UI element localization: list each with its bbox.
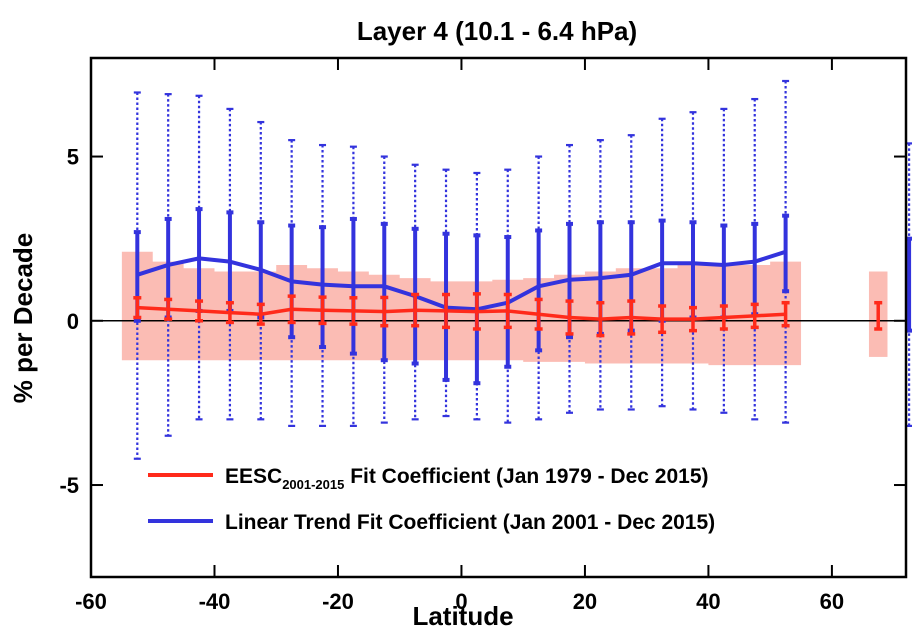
y-tick-label: 5: [67, 145, 79, 170]
confidence-bands: [121, 251, 888, 366]
x-tick-label: 60: [820, 589, 844, 614]
legend-label-subscript: 2001-2015: [282, 477, 344, 492]
y-tick-label: -5: [59, 473, 79, 498]
legend-label-suffix: Fit Coefficient (Jan 1979 - Dec 2015): [344, 465, 708, 488]
legend: EESC2001-2015 Fit Coefficient (Jan 1979 …: [148, 465, 715, 534]
legend-label-main: Linear Trend Fit Coefficient (Jan 2001 -…: [225, 511, 715, 534]
chart-title: Layer 4 (10.1 - 6.4 hPa): [357, 16, 637, 46]
eesc-line: [137, 305, 786, 321]
legend-label: Linear Trend Fit Coefficient (Jan 2001 -…: [225, 511, 715, 534]
x-tick-label: 0: [455, 589, 467, 614]
series-lines: [136, 249, 787, 321]
x-tick-label: -40: [199, 589, 231, 614]
linear-trend-line: [136, 249, 787, 312]
legend-label-main: EESC: [225, 465, 282, 488]
x-tick-label: -60: [75, 589, 107, 614]
y-axis-label: % per Decade: [8, 233, 38, 404]
x-tick-label: -20: [322, 589, 354, 614]
x-tick-label: 20: [573, 589, 597, 614]
eesc-error-bars: [133, 292, 883, 338]
x-tick-label: 40: [696, 589, 720, 614]
plot-frame: [89, 56, 908, 579]
plot-area: -60 -40 -20 0 20 40 60 -5 0 5: [59, 56, 912, 614]
legend-label: EESC2001-2015 Fit Coefficient (Jan 1979 …: [225, 465, 709, 492]
axis-ticks: -60 -40 -20 0 20 40 60 -5 0 5: [59, 58, 906, 614]
y-tick-label: 0: [67, 309, 79, 334]
x-axis-label: Latitude: [412, 601, 513, 631]
